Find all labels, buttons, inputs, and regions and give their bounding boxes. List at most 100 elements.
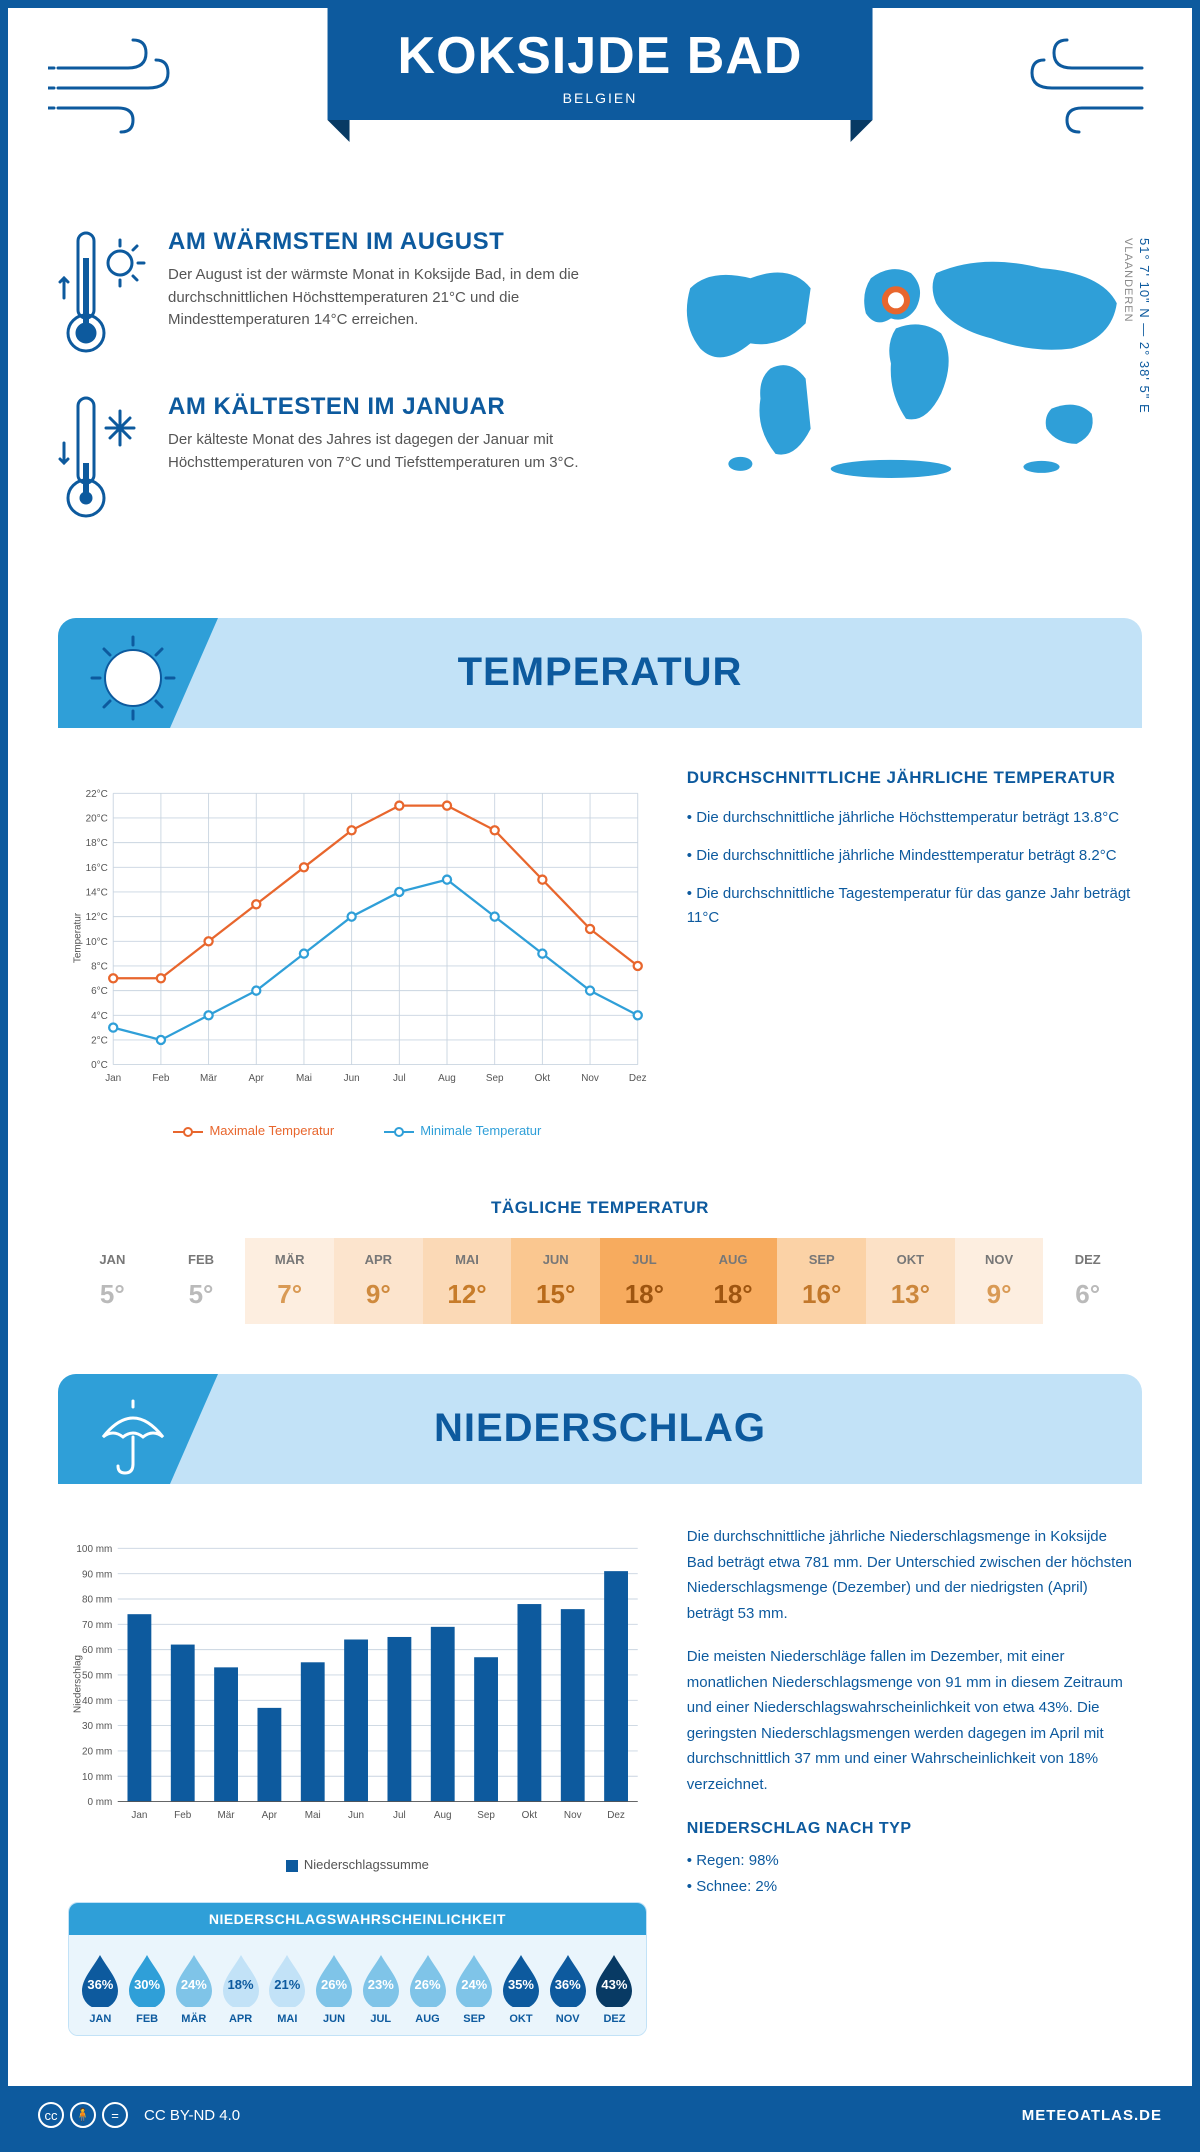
probability-cell: 24%SEP — [451, 1953, 498, 2025]
svg-text:14°C: 14°C — [86, 888, 108, 899]
probability-cell: 23%JUL — [357, 1953, 404, 2025]
svg-text:Feb: Feb — [152, 1073, 170, 1084]
footer: cc 🧍 = CC BY-ND 4.0 METEOATLAS.DE — [8, 2086, 1192, 2144]
probability-cell: 21%MAI — [264, 1953, 311, 2025]
svg-text:Jul: Jul — [393, 1810, 406, 1821]
wind-icon — [48, 38, 188, 138]
svg-text:Sep: Sep — [477, 1810, 495, 1821]
precip-type-2: • Schnee: 2% — [687, 1874, 1132, 1900]
probability-panel: NIEDERSCHLAGSWAHRSCHEINLICHKEIT 36%JAN30… — [68, 1902, 647, 2036]
svg-text:80 mm: 80 mm — [82, 1595, 112, 1606]
svg-text:8°C: 8°C — [91, 962, 108, 973]
svg-text:Jun: Jun — [344, 1073, 360, 1084]
svg-text:Jun: Jun — [348, 1810, 364, 1821]
probability-cell: 36%NOV — [544, 1953, 591, 2025]
wind-icon — [1012, 38, 1152, 138]
probability-cell: 43%DEZ — [591, 1953, 638, 2025]
probability-cell: 26%JUN — [311, 1953, 358, 2025]
warmest-fact: AM WÄRMSTEN IM AUGUST Der August ist der… — [58, 228, 610, 363]
page: KOKSIJDE BAD BELGIEN AM WÄRMSTEN IM AUGU… — [0, 0, 1200, 2152]
daily-temp-table: JAN5°FEB5°MÄR7°APR9°MAI12°JUN15°JUL18°AU… — [68, 1238, 1132, 1324]
page-title: KOKSIJDE BAD — [398, 26, 803, 86]
temperature-heading: TEMPERATUR — [58, 650, 1142, 695]
daily-cell: JUL18° — [600, 1238, 689, 1324]
temperature-legend: Maximale Temperatur Minimale Temperatur — [68, 1123, 647, 1138]
svg-text:Dez: Dez — [629, 1073, 647, 1084]
svg-text:16°C: 16°C — [86, 863, 108, 874]
svg-text:Mär: Mär — [218, 1810, 236, 1821]
probability-cell: 30%FEB — [124, 1953, 171, 2025]
svg-text:Sep: Sep — [486, 1073, 504, 1084]
daily-cell: NOV9° — [955, 1238, 1044, 1324]
daily-cell: OKT13° — [866, 1238, 955, 1324]
svg-text:10 mm: 10 mm — [82, 1772, 112, 1783]
precipitation-bar-chart: 0 mm10 mm20 mm30 mm40 mm50 mm60 mm70 mm8… — [68, 1524, 647, 1844]
svg-text:60 mm: 60 mm — [82, 1645, 112, 1656]
svg-text:90 mm: 90 mm — [82, 1569, 112, 1580]
svg-text:Dez: Dez — [607, 1810, 625, 1821]
svg-text:Aug: Aug — [438, 1073, 456, 1084]
daily-cell: FEB5° — [157, 1238, 246, 1324]
by-icon: 🧍 — [70, 2102, 96, 2128]
svg-text:0 mm: 0 mm — [87, 1797, 112, 1808]
probability-cell: 24%MÄR — [170, 1953, 217, 2025]
region-label: VLAANDEREN — [1122, 238, 1134, 323]
svg-text:4°C: 4°C — [91, 1011, 108, 1022]
precipitation-banner: NIEDERSCHLAG — [58, 1374, 1142, 1484]
probability-heading: NIEDERSCHLAGSWAHRSCHEINLICHKEIT — [69, 1903, 646, 1935]
svg-text:Feb: Feb — [174, 1810, 192, 1821]
precipitation-heading: NIEDERSCHLAG — [58, 1406, 1142, 1451]
temperature-banner: TEMPERATUR — [58, 618, 1142, 728]
daily-cell: SEP16° — [777, 1238, 866, 1324]
coordinates: 51° 7' 10" N — 2° 38' 5" E — [1137, 238, 1152, 414]
temperature-content: 0°C2°C4°C6°C8°C10°C12°C14°C16°C18°C20°C2… — [8, 728, 1192, 1158]
title-banner: KOKSIJDE BAD BELGIEN — [328, 8, 873, 120]
daily-cell: AUG18° — [689, 1238, 778, 1324]
coldest-title: AM KÄLTESTEN IM JANUAR — [168, 393, 610, 421]
svg-text:Okt: Okt — [535, 1073, 551, 1084]
daily-cell: JUN15° — [511, 1238, 600, 1324]
svg-text:0°C: 0°C — [91, 1060, 108, 1071]
coldest-fact: AM KÄLTESTEN IM JANUAR Der kälteste Mona… — [58, 393, 610, 528]
svg-text:Jul: Jul — [393, 1073, 406, 1084]
precipitation-legend: Niederschlagssumme — [68, 1857, 647, 1872]
precip-legend-label: Niederschlagssumme — [304, 1857, 429, 1872]
svg-text:12°C: 12°C — [86, 912, 108, 923]
daily-cell: APR9° — [334, 1238, 423, 1324]
daily-temp-heading: TÄGLICHE TEMPERATUR — [8, 1198, 1192, 1218]
legend-min-label: Minimale Temperatur — [420, 1123, 541, 1138]
temperature-line-chart: 0°C2°C4°C6°C8°C10°C12°C14°C16°C18°C20°C2… — [68, 768, 647, 1108]
warmest-text: Der August ist der wärmste Monat in Koks… — [168, 264, 610, 332]
precip-p2: Die meisten Niederschläge fallen im Deze… — [687, 1644, 1132, 1797]
precip-type-heading: NIEDERSCHLAG NACH TYP — [687, 1815, 1132, 1842]
svg-text:2°C: 2°C — [91, 1036, 108, 1047]
daily-cell: JAN5° — [68, 1238, 157, 1324]
avg-temp-heading: DURCHSCHNITTLICHE JÄHRLICHE TEMPERATUR — [687, 768, 1132, 788]
coldest-text: Der kälteste Monat des Jahres ist dagege… — [168, 429, 610, 474]
svg-text:30 mm: 30 mm — [82, 1721, 112, 1732]
daily-cell: DEZ6° — [1043, 1238, 1132, 1324]
cc-icon: cc — [38, 2102, 64, 2128]
probability-cell: 36%JAN — [77, 1953, 124, 2025]
svg-text:Apr: Apr — [262, 1810, 278, 1821]
svg-text:Temperatur: Temperatur — [73, 912, 84, 963]
svg-text:Mai: Mai — [296, 1073, 312, 1084]
svg-text:20°C: 20°C — [86, 814, 108, 825]
site-label: METEOATLAS.DE — [1022, 2107, 1162, 2124]
svg-text:Aug: Aug — [434, 1810, 452, 1821]
precipitation-content: 0 mm10 mm20 mm30 mm40 mm50 mm60 mm70 mm8… — [8, 1484, 1192, 2046]
probability-cell: 18%APR — [217, 1953, 264, 2025]
svg-text:Nov: Nov — [564, 1810, 582, 1821]
license-label: CC BY-ND 4.0 — [144, 2107, 240, 2124]
daily-cell: MÄR7° — [245, 1238, 334, 1324]
svg-text:18°C: 18°C — [86, 838, 108, 849]
thermometer-hot-icon — [58, 228, 148, 363]
page-subtitle: BELGIEN — [398, 90, 803, 106]
avg-temp-b3: • Die durchschnittliche Tagestemperatur … — [687, 882, 1132, 930]
probability-cell: 35%OKT — [498, 1953, 545, 2025]
world-map — [640, 228, 1142, 488]
svg-text:Okt: Okt — [522, 1810, 538, 1821]
info-row: AM WÄRMSTEN IM AUGUST Der August ist der… — [8, 198, 1192, 598]
nd-icon: = — [102, 2102, 128, 2128]
svg-text:Jan: Jan — [105, 1073, 121, 1084]
